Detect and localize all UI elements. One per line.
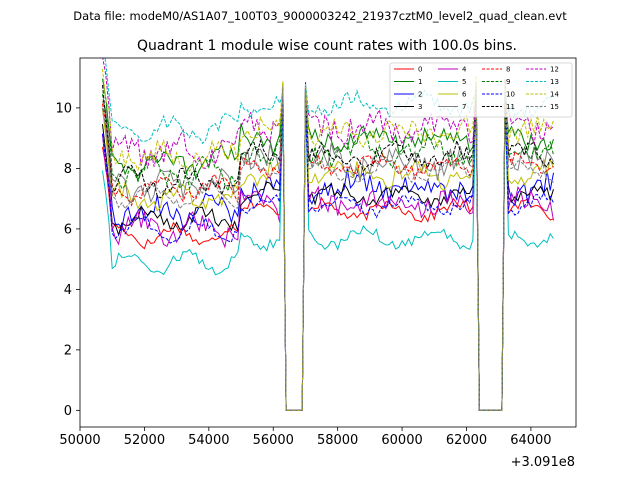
x-offset-label: +3.091e8 [511, 455, 575, 470]
series-line-13 [104, 58, 554, 411]
y-tick-label: 0 [64, 404, 72, 419]
x-tick-label: 58000 [317, 433, 358, 448]
legend-label-11: 11 [506, 103, 515, 111]
legend-label-3: 3 [418, 103, 422, 111]
y-tick-label: 6 [64, 222, 72, 237]
legend-label-14: 14 [550, 91, 559, 99]
axes-frame [79, 57, 577, 428]
x-tick-label: 56000 [253, 433, 294, 448]
y-axis: 0 2 4 6 8 10 [55, 101, 80, 419]
chart-title: Quadrant 1 module wise count rates with … [137, 38, 517, 54]
legend-label-12: 12 [550, 66, 559, 74]
legend-label-6: 6 [462, 91, 467, 99]
y-tick-label: 4 [64, 283, 72, 298]
legend-label-2: 2 [418, 91, 422, 99]
legend-label-7: 7 [462, 103, 466, 111]
x-axis: 50000 52000 54000 56000 58000 60000 62000 64000 [59, 427, 552, 448]
x-tick-label: 64000 [510, 433, 551, 448]
legend-frame [389, 62, 573, 118]
legend-label-15: 15 [550, 103, 559, 111]
x-tick-label: 60000 [381, 433, 422, 448]
series-layer [102, 58, 554, 411]
y-tick-label: 8 [64, 162, 72, 177]
legend-label-13: 13 [550, 78, 559, 86]
legend-label-8: 8 [506, 66, 510, 74]
legend-label-5: 5 [462, 78, 466, 86]
y-tick-label: 10 [55, 101, 72, 116]
x-tick-label: 54000 [188, 433, 229, 448]
series-line-15 [102, 86, 554, 411]
legend-label-4: 4 [462, 66, 467, 74]
x-tick-label: 62000 [446, 433, 487, 448]
legend-label-1: 1 [418, 78, 422, 86]
legend-label-9: 9 [506, 78, 510, 86]
x-tick-label: 52000 [124, 433, 165, 448]
y-tick-label: 2 [64, 343, 72, 358]
legend-label-0: 0 [418, 66, 422, 74]
x-tick-label: 50000 [59, 433, 100, 448]
data-file-label: Data file: modeM0/AS1A07_100T03_90000032… [73, 9, 567, 23]
legend-label-10: 10 [506, 91, 515, 99]
